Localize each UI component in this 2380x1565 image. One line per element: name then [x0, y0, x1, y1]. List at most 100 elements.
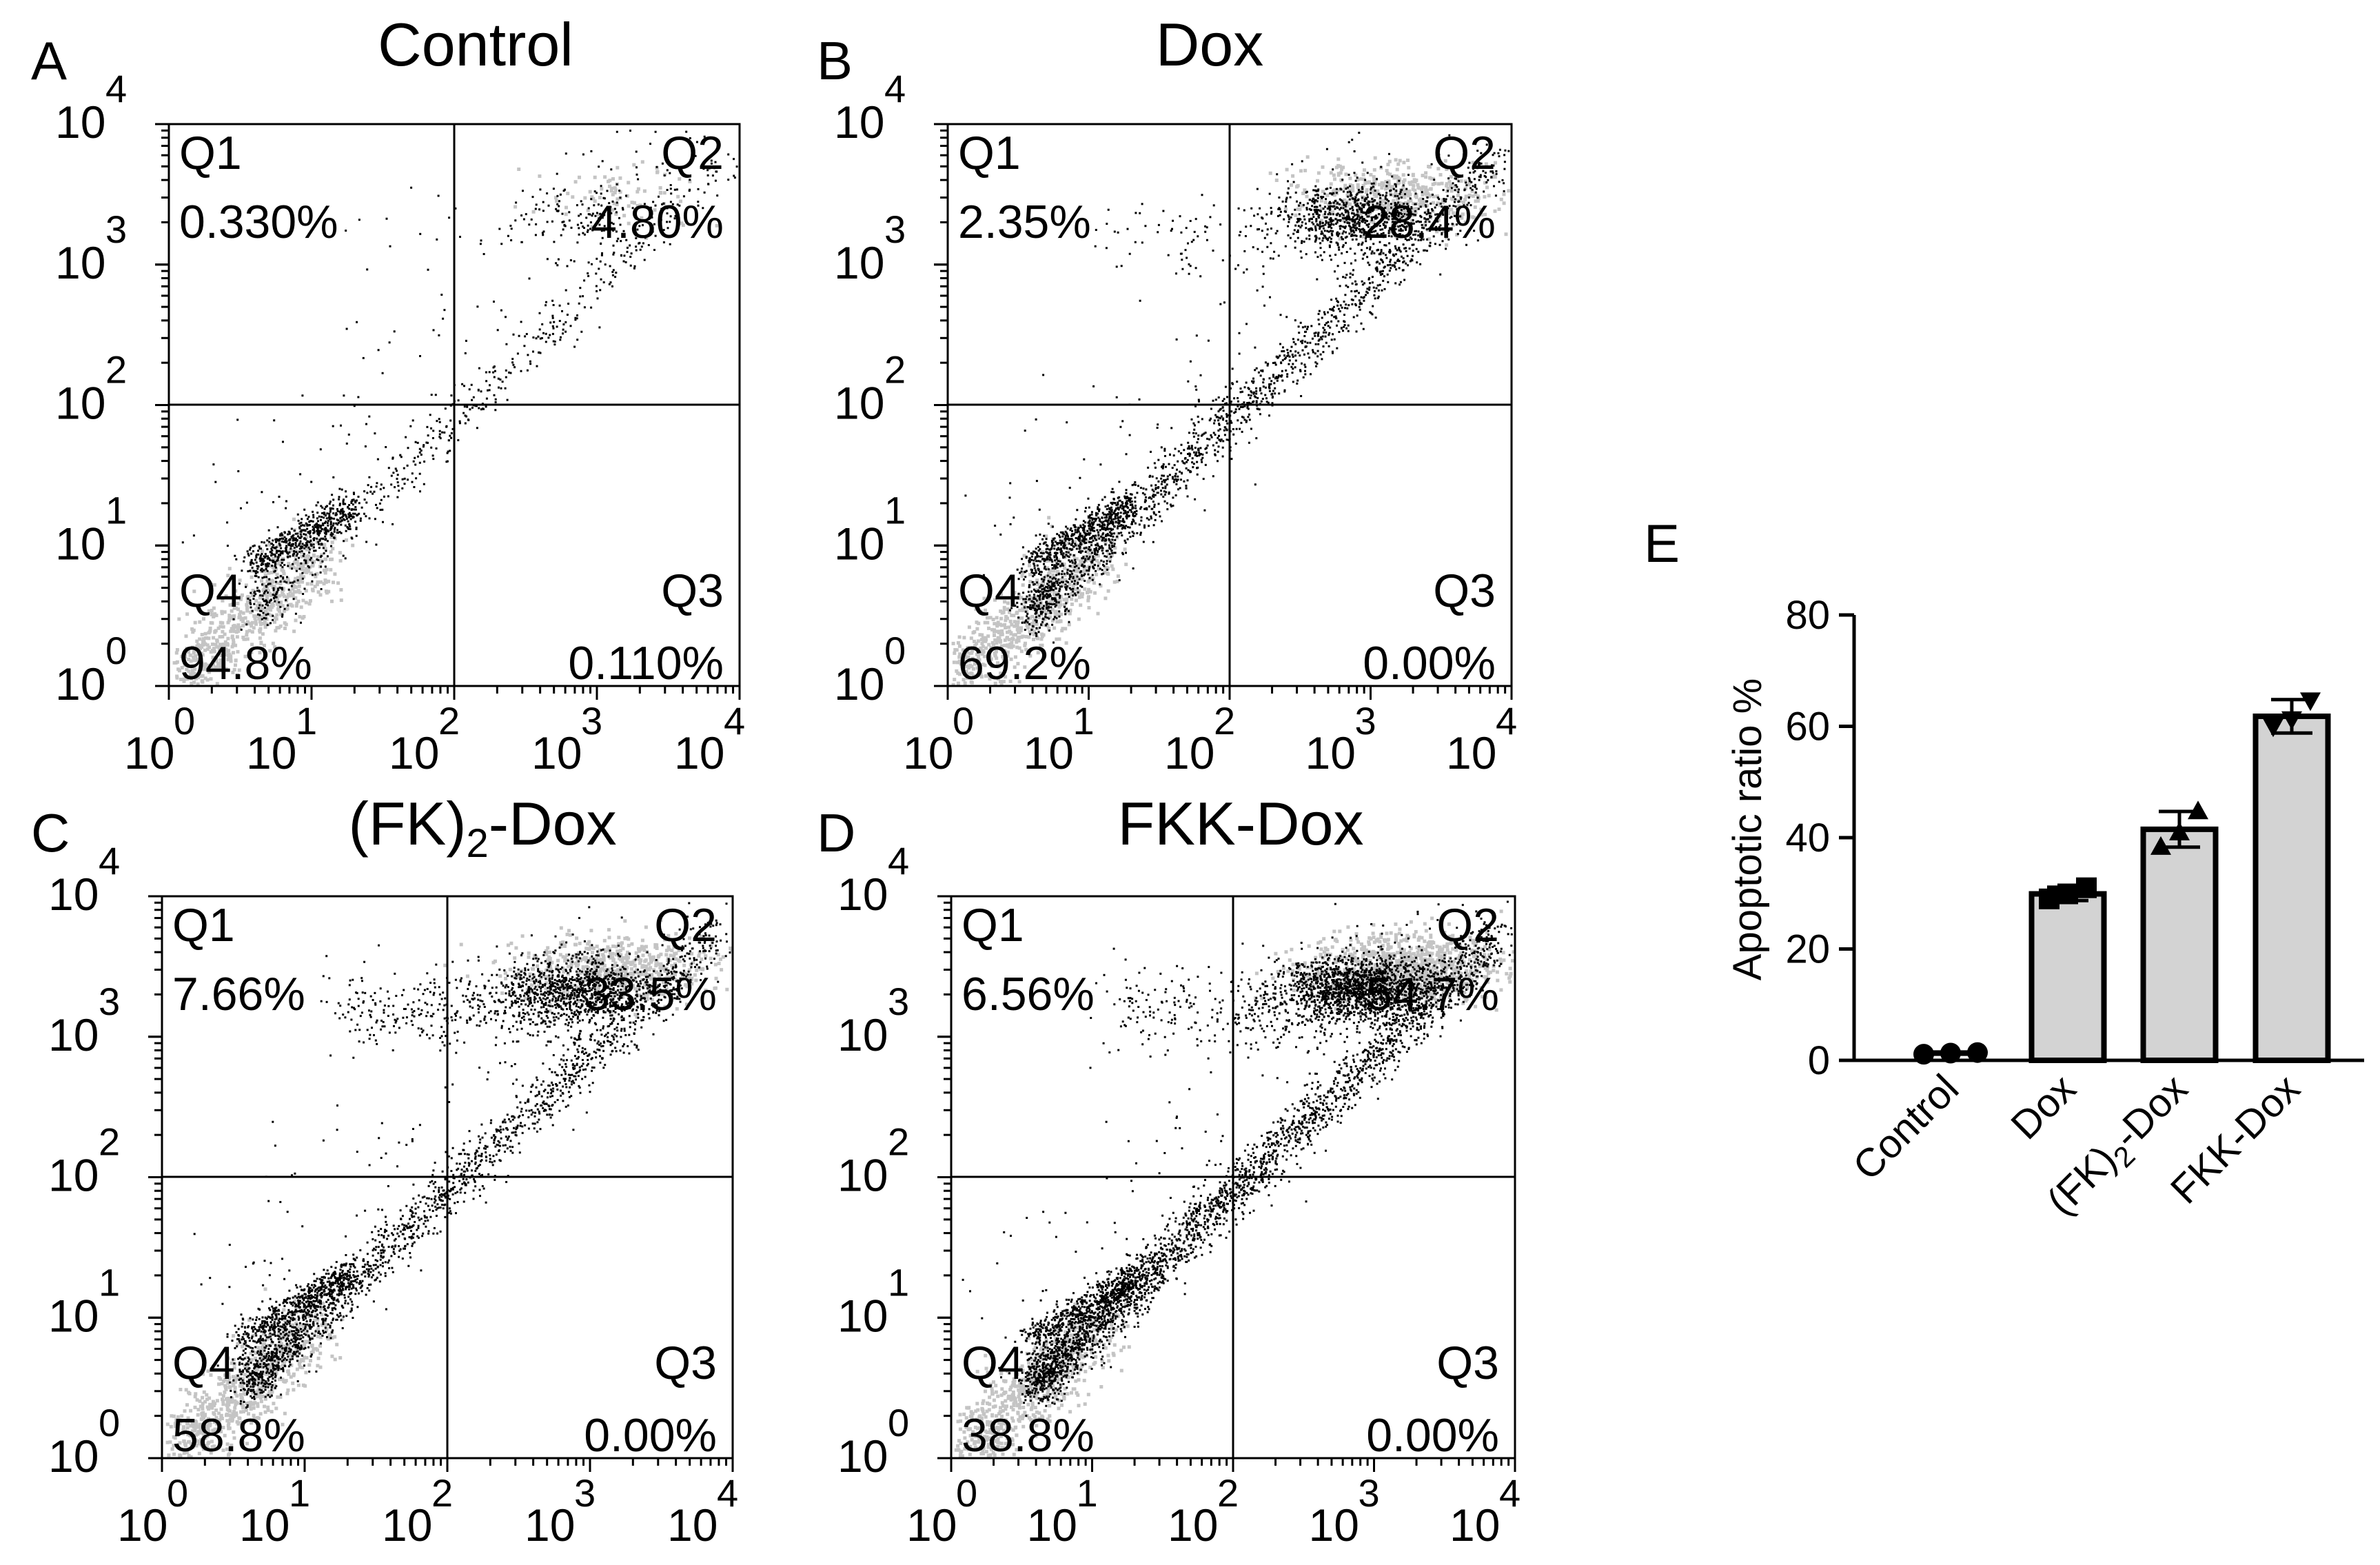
- panel-letter: D: [817, 802, 855, 863]
- replicate-point: [2188, 800, 2208, 820]
- y-tick-label: 10: [55, 378, 105, 429]
- y-tick-exponent: 4: [888, 839, 909, 882]
- q3-value: 0.110%: [568, 637, 724, 689]
- x-tick-label: 10: [1450, 1500, 1500, 1551]
- x-tick-label: 10: [1446, 727, 1496, 778]
- y-tick-label: 10: [837, 1150, 888, 1201]
- y-tick-exponent: 1: [884, 488, 906, 532]
- panel-d: D FKK-Dox Q1 6.56% Q2 54.7% Q3 0.00% Q4 …: [817, 789, 1520, 1551]
- y-axis-label: Apoptotic ratio %: [1725, 678, 1770, 980]
- q2-label: Q2: [1436, 899, 1499, 951]
- y-tick-exponent: 4: [105, 67, 127, 110]
- panel-title: Dox: [1156, 10, 1264, 79]
- q4-value: 38.8%: [962, 1409, 1095, 1462]
- q1-label: Q1: [958, 127, 1021, 179]
- y-tick-label: 10: [837, 1290, 888, 1341]
- panel-c: C (FK)2-Dox Q1 7.66% Q2 33.5% Q3 0.00% Q…: [31, 789, 738, 1551]
- y-tick-exponent: 0: [884, 629, 906, 672]
- y-tick-exponent: 2: [99, 1120, 120, 1164]
- y-tick-label: 10: [834, 97, 884, 148]
- y-tick-exponent: 3: [888, 980, 909, 1023]
- y-tick-exponent: 4: [884, 67, 906, 110]
- category-label: Control: [1844, 1066, 1967, 1189]
- x-tick-label: 10: [1168, 1500, 1218, 1551]
- y-tick-exponent: 1: [105, 488, 127, 532]
- replicate-point: [2169, 821, 2190, 840]
- x-tick-label: 10: [667, 1500, 718, 1551]
- q3-value: 0.00%: [1366, 1409, 1499, 1462]
- y-tick-label: 10: [837, 869, 888, 920]
- y-tick-label: 10: [48, 1431, 99, 1482]
- x-tick-label: 10: [674, 727, 724, 778]
- scatter-points: [951, 132, 1511, 687]
- replicate-point: [2263, 718, 2284, 738]
- y-tick-exponent: 2: [105, 348, 127, 392]
- q4-value: 58.8%: [172, 1409, 305, 1462]
- x-tick-label: 10: [1027, 1500, 1077, 1551]
- y-tick-exponent: 3: [99, 980, 120, 1023]
- panel-letter: B: [817, 30, 853, 91]
- q3-value: 0.00%: [584, 1409, 717, 1462]
- y-tick-exponent: 0: [105, 629, 127, 672]
- q4-label: Q4: [962, 1337, 1024, 1389]
- x-tick-exponent: 2: [1214, 699, 1235, 743]
- y-tick-exponent: 2: [884, 348, 906, 392]
- y-tick-exponent: 2: [888, 1120, 909, 1164]
- replicate-point: [2057, 883, 2078, 905]
- replicate-points: [1913, 692, 2321, 1065]
- x-tick-label: 10: [1024, 727, 1074, 778]
- x-tick-label: 10: [531, 727, 582, 778]
- replicate-point: [2281, 711, 2302, 730]
- y-tick-exponent: 0: [888, 1401, 909, 1444]
- y-tick-exponent: 0: [99, 1401, 120, 1444]
- x-tick-label: 10: [246, 727, 296, 778]
- y-ticks: 0 20 40 60 80: [1785, 593, 1854, 1083]
- y-tick-label: 10: [55, 518, 105, 569]
- scatter-points: [165, 902, 733, 1459]
- x-tick-label: 10: [382, 1500, 432, 1551]
- category-label-main: Dox: [2002, 1066, 2084, 1148]
- q3-label: Q3: [1436, 1337, 1499, 1389]
- replicate-point: [1913, 1044, 1934, 1065]
- y-tick-exponent: 3: [884, 208, 906, 251]
- q4-value: 69.2%: [958, 637, 1091, 689]
- q4-value: 94.8%: [179, 637, 312, 689]
- x-tick-label: 10: [239, 1500, 289, 1551]
- q4-label: Q4: [179, 565, 242, 617]
- y-tick-label: 10: [834, 378, 884, 429]
- q1-value: 2.35%: [958, 196, 1091, 248]
- replicate-point: [1940, 1042, 1961, 1064]
- panel-title: (FK)2-Dox: [348, 789, 616, 866]
- y-tick-label: 60: [1785, 705, 1830, 749]
- q2-value: 33.5%: [584, 968, 717, 1020]
- panel-title: FKK-Dox: [1118, 789, 1364, 858]
- q3-label: Q3: [1433, 565, 1496, 617]
- panel-e: E Apoptotic ratio % 0 20 40 60 80 Control Dox…: [1644, 513, 2364, 1224]
- x-tick-label: 10: [906, 1500, 957, 1551]
- replicate-point: [2039, 888, 2059, 909]
- x-tick-label: 10: [903, 727, 953, 778]
- y-tick-label: 10: [55, 97, 105, 148]
- q1-label: Q1: [179, 127, 242, 179]
- replicate-point: [2300, 692, 2321, 711]
- y-tick-label: 20: [1785, 927, 1830, 972]
- q2-value: 54.7%: [1366, 968, 1499, 1020]
- y-tick-label: 10: [837, 1009, 888, 1060]
- q3-value: 0.00%: [1363, 637, 1496, 689]
- category-label: Dox: [2002, 1066, 2084, 1148]
- replicate-point: [2150, 836, 2171, 855]
- x-tick-exponent: 2: [431, 1471, 453, 1515]
- q4-label: Q4: [958, 565, 1021, 617]
- x-tick-exponent: 4: [1496, 699, 1517, 743]
- y-tick-exponent: 3: [105, 208, 127, 251]
- q2-label: Q2: [661, 127, 724, 179]
- panel-letter: C: [31, 802, 70, 863]
- x-tick-exponent: 2: [1217, 1471, 1239, 1515]
- x-tick-exponent: 1: [296, 699, 317, 743]
- title-end: -Dox: [489, 789, 617, 858]
- q1-label: Q1: [172, 899, 235, 951]
- x-tick-label: 10: [1164, 727, 1214, 778]
